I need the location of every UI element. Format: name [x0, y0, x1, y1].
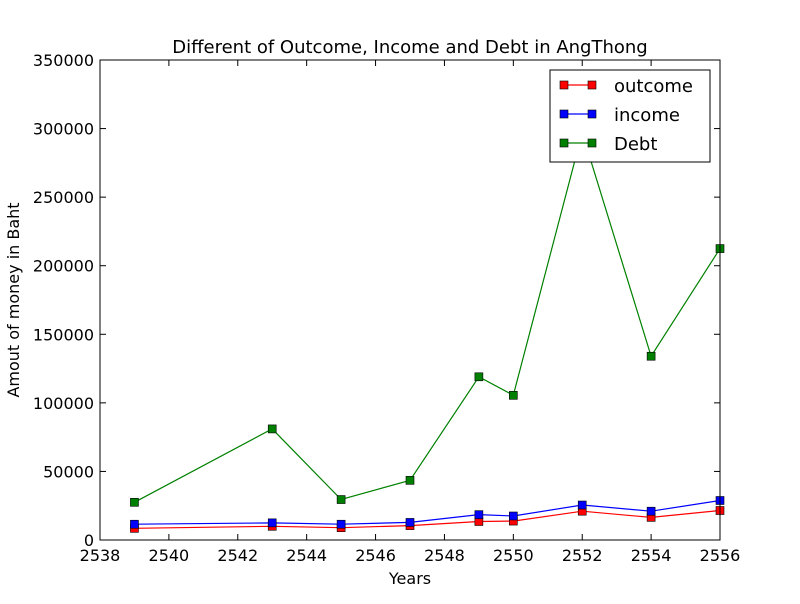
legend-marker-outcome [559, 80, 569, 90]
legend: outcome income Debt [549, 69, 711, 163]
x-tick-label: 2544 [286, 546, 327, 565]
legend-marker-debt [559, 138, 569, 148]
data-point-income [646, 506, 656, 516]
y-tick-label: 250000 [33, 188, 94, 207]
x-tick-label: 2538 [80, 546, 121, 565]
legend-marker-outcome [587, 80, 597, 90]
y-axis: 0 50000 100000 150000 200000 250000 300000 3500… [33, 51, 720, 550]
y-tick-label: 300000 [33, 120, 94, 139]
data-point-debt [267, 424, 277, 434]
legend-marker-debt [587, 138, 597, 148]
y-tick-label: 150000 [33, 325, 94, 344]
legend-label-income: income [614, 105, 680, 126]
data-point-debt [336, 495, 346, 504]
x-axis: 2538 2540 2542 2544 2546 2548 2550 2552 2554 2556 [80, 60, 741, 565]
y-tick-label: 100000 [33, 394, 94, 413]
data-point-income [474, 510, 484, 519]
y-axis-label: Amout of money in Baht [4, 202, 23, 397]
legend-label-outcome: outcome [614, 76, 693, 97]
data-point-income [405, 518, 415, 527]
x-axis-label: Years [388, 569, 431, 588]
data-point-income [336, 519, 346, 529]
x-tick-label: 2548 [424, 546, 465, 565]
data-point-income [130, 519, 139, 529]
data-point-income [509, 511, 518, 521]
x-tick-label: 2546 [355, 546, 396, 565]
data-point-debt [405, 476, 415, 485]
data-point-debt [646, 351, 656, 361]
data-point-income [267, 518, 277, 528]
x-tick-label: 2554 [631, 546, 672, 565]
x-tick-label: 2540 [149, 546, 190, 565]
x-tick-label: 2552 [562, 546, 603, 565]
plot-frame [99, 59, 721, 541]
data-point-debt [130, 497, 139, 507]
data-point-debt [474, 372, 484, 382]
legend-label-debt: Debt [614, 134, 657, 155]
y-tick-label: 200000 [33, 257, 94, 276]
data-point-debt [509, 391, 518, 400]
x-tick-label: 2550 [493, 546, 534, 565]
y-tick-label: 0 [84, 531, 94, 550]
chart-title: Different of Outcome, Income and Debt in… [172, 37, 647, 58]
legend-marker-income [587, 109, 597, 119]
x-tick-label: 2556 [700, 546, 741, 565]
legend-marker-income [559, 109, 569, 119]
y-tick-label: 350000 [33, 51, 94, 70]
data-point-income [577, 500, 587, 510]
y-tick-label: 50000 [43, 462, 94, 481]
x-tick-label: 2542 [217, 546, 258, 565]
